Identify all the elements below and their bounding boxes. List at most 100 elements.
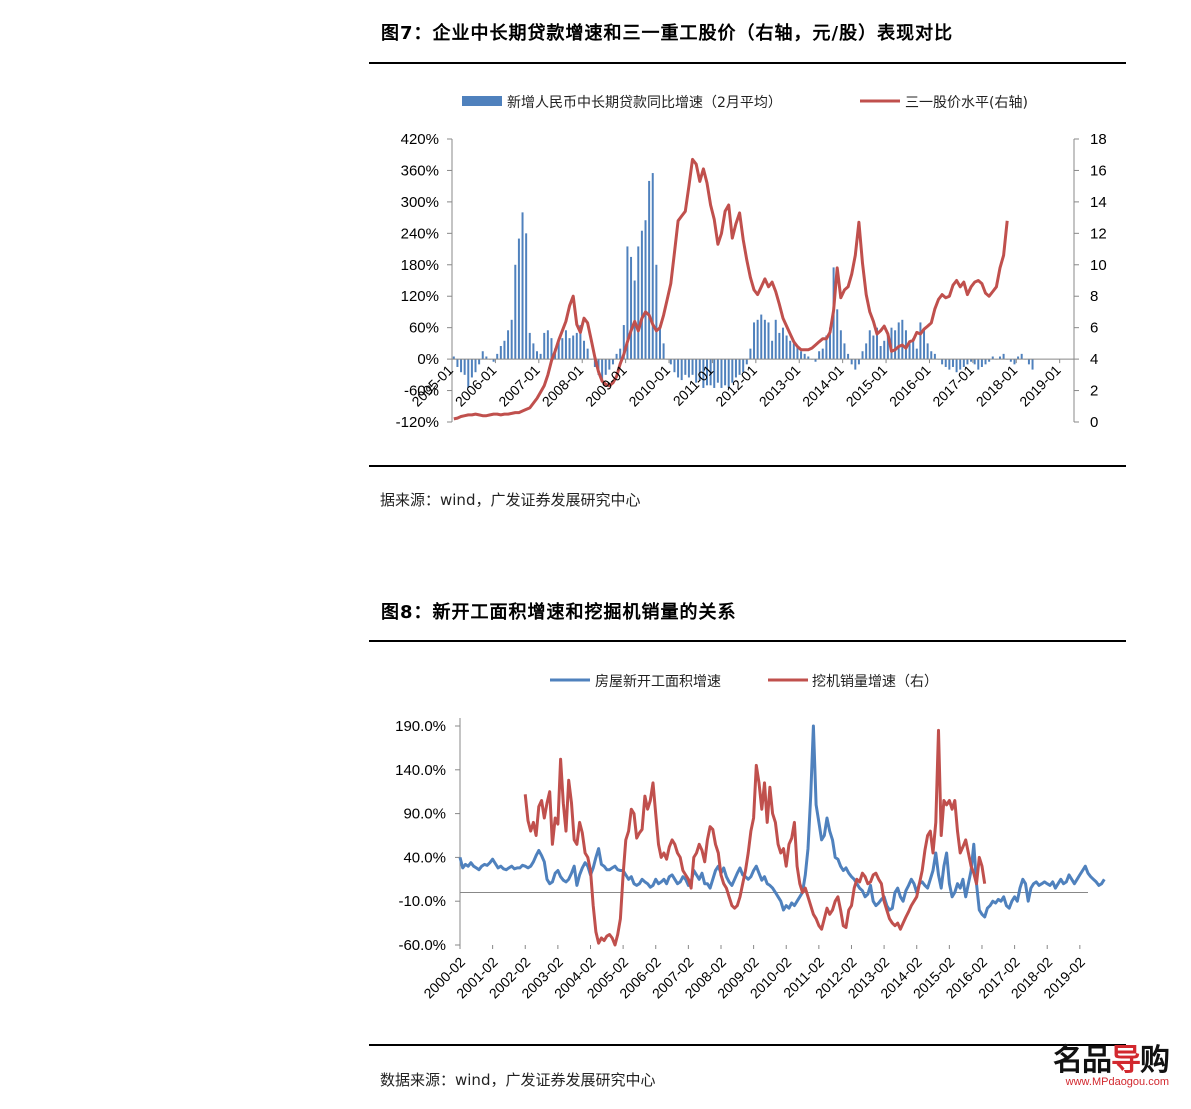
loan-growth-bar [633, 280, 636, 360]
loan-growth-bar [1027, 359, 1030, 365]
loan-growth-bar [941, 359, 944, 365]
loan-growth-bar [807, 356, 810, 360]
loan-growth-bar [687, 359, 690, 378]
loan-growth-bar [854, 359, 857, 370]
x-tick-label: 2014-01 [799, 362, 847, 410]
loan-growth-bar [962, 359, 965, 367]
loan-growth-bar [575, 332, 578, 360]
loan-growth-bar [698, 359, 701, 381]
loan-growth-bar [771, 340, 774, 360]
loan-growth-bar [706, 359, 709, 386]
loan-growth-bar [767, 322, 770, 360]
loan-growth-bar [876, 327, 879, 360]
loan-growth-bar [695, 359, 698, 383]
stock-price-line [453, 157, 1009, 421]
loan-growth-bar [753, 322, 756, 360]
loan-growth-bar [546, 330, 549, 360]
loan-growth-bar [586, 348, 589, 360]
loan-growth-bar [1002, 353, 1005, 360]
loan-growth-bar [1017, 356, 1020, 360]
loan-growth-bar [630, 256, 633, 360]
loan-growth-bar [861, 351, 864, 360]
right-y-tick-label: 4 [1090, 351, 1098, 368]
loan-growth-bar [680, 359, 683, 381]
y-tick-label: 40.0% [403, 849, 446, 866]
figure7-title: 图7：企业中长期贷款增速和三一重工股价（右轴，元/股）表现对比 [381, 23, 954, 44]
loan-growth-bar [944, 359, 947, 367]
legend-blue-label: 房屋新开工面积增速 [595, 674, 721, 690]
x-tick-label: 2010-01 [625, 362, 673, 410]
right-y-tick-label: 16 [1090, 162, 1107, 179]
loan-growth-bar [836, 309, 839, 360]
loan-growth-bar [604, 359, 607, 375]
loan-growth-bar [988, 359, 991, 362]
loan-growth-bar [622, 325, 625, 360]
loan-growth-bar [510, 319, 513, 360]
loan-growth-bar [644, 220, 647, 360]
y-tick-label: 140.0% [395, 762, 446, 779]
loan-growth-bar [702, 359, 705, 388]
loan-growth-bar [478, 359, 481, 365]
loan-growth-bar [897, 322, 900, 360]
loan-growth-bar [521, 212, 524, 360]
loan-growth-bar [803, 353, 806, 360]
loan-growth-bar [901, 319, 904, 360]
x-tick-label: 2019-01 [1016, 362, 1064, 410]
loan-growth-bar [463, 359, 466, 375]
loan-growth-bar [991, 356, 994, 360]
loan-growth-bar [1020, 353, 1023, 360]
right-y-tick-label: 12 [1090, 225, 1107, 242]
x-tick-label: 2017-01 [929, 362, 977, 410]
loan-growth-bar [640, 230, 643, 360]
right-y-ticks: 18 16 14 12 10 8 6 4 2 0 [1074, 131, 1107, 431]
y-tick-label: 90.0% [403, 806, 446, 823]
left-y-tick-label: 180% [401, 257, 439, 274]
figure7-source: 据来源：wind，广发证券发展研究中心 [380, 491, 641, 509]
loan-growth-bar [749, 348, 752, 360]
loan-growth-bar [872, 335, 875, 360]
loan-growth-bar [691, 359, 694, 375]
figure8-source: 数据来源：wind，广发证券发展研究中心 [380, 1071, 656, 1089]
excavator-sales-line [523, 728, 987, 947]
loan-growth-bar [626, 246, 629, 360]
loan-growth-bar [789, 340, 792, 360]
figure8-chart: 房屋新开工面积增速 挖机销量增速（右） 190.0% 140.0% 90.0% 40.… [395, 674, 1106, 1001]
loan-growth-bar [514, 264, 517, 360]
loan-growth-bar [828, 327, 831, 360]
loan-growth-bar [496, 353, 499, 360]
loan-growth-bar [948, 359, 951, 370]
loan-growth-bar [904, 330, 907, 360]
loan-growth-bar [662, 343, 665, 360]
right-y-tick-label: 0 [1090, 414, 1098, 431]
loan-growth-bar [658, 325, 661, 360]
loan-growth-bar [713, 359, 716, 388]
loan-growth-bar [734, 359, 737, 378]
loan-growth-bar [843, 343, 846, 360]
loan-growth-bar [651, 173, 654, 360]
loan-growth-bar [781, 327, 784, 360]
watermark-logo: 名品导购 [1053, 1043, 1170, 1078]
loan-growth-bar [814, 359, 817, 362]
loan-growth-bar [456, 359, 459, 367]
line-series [458, 724, 1106, 947]
housing-starts-line [458, 724, 1106, 919]
loan-growth-bar [1013, 359, 1016, 365]
x-tick-label: 2015-01 [843, 362, 891, 410]
figure8-title: 图8：新开工面积增速和挖掘机销量的关系 [381, 602, 737, 623]
loan-growth-bar [951, 359, 954, 367]
loan-growth-bar [1009, 359, 1012, 362]
loan-growth-bar [850, 359, 853, 365]
loan-growth-bar [532, 343, 535, 360]
loan-growth-bar [536, 351, 538, 360]
loan-growth-bar [615, 353, 618, 360]
loan-growth-bar [883, 340, 886, 360]
loan-growth-bar [481, 351, 484, 360]
legend-line-label: 三一股价水平(右轴) [905, 95, 1028, 111]
loan-growth-bar [709, 359, 712, 386]
loan-growth-bar [857, 359, 860, 365]
loan-growth-bar [611, 359, 614, 365]
watermark-url: www.MPdaogou.com [1065, 1076, 1169, 1088]
stock-line-series [453, 157, 1009, 421]
y-tick-label: -60.0% [398, 937, 446, 954]
bar-series [452, 173, 1034, 388]
